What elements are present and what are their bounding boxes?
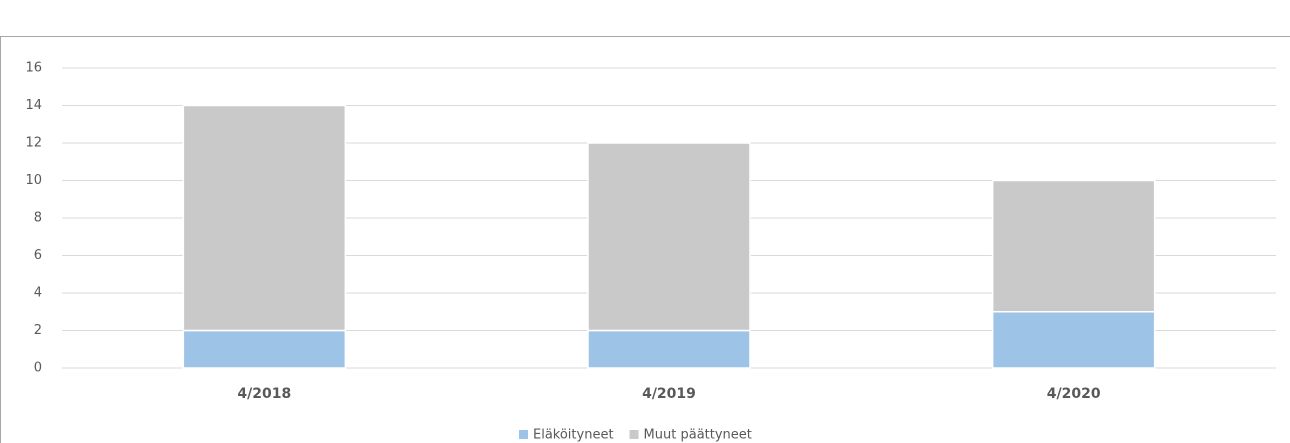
y-tick-label: 10 bbox=[25, 173, 42, 188]
x-tick-label: 4/2018 bbox=[237, 386, 291, 402]
bar-segment bbox=[182, 104, 347, 332]
y-tick-label: 2 bbox=[34, 323, 42, 338]
y-tick-label: 6 bbox=[34, 248, 42, 263]
x-tick-label: 4/2020 bbox=[1047, 386, 1101, 402]
y-tick-label: 4 bbox=[34, 286, 42, 301]
legend-swatch bbox=[519, 430, 528, 439]
y-tick-label: 14 bbox=[25, 98, 42, 113]
bar-segment bbox=[587, 142, 751, 332]
y-tick-label: 0 bbox=[34, 361, 42, 376]
x-tick-label: 4/2019 bbox=[642, 386, 696, 402]
chart-frame bbox=[0, 36, 1290, 443]
legend-label: Muut päättyneet bbox=[644, 428, 752, 443]
y-tick-label: 16 bbox=[25, 61, 42, 76]
bar-segment bbox=[991, 179, 1156, 313]
bar-segment bbox=[991, 311, 1156, 369]
legend-swatch bbox=[629, 430, 639, 439]
y-tick-label: 12 bbox=[25, 136, 42, 151]
legend-label: Eläköityneet bbox=[533, 428, 614, 443]
y-tick-label: 8 bbox=[34, 211, 42, 226]
bar-segment bbox=[587, 329, 751, 369]
bar-segment bbox=[182, 329, 347, 369]
